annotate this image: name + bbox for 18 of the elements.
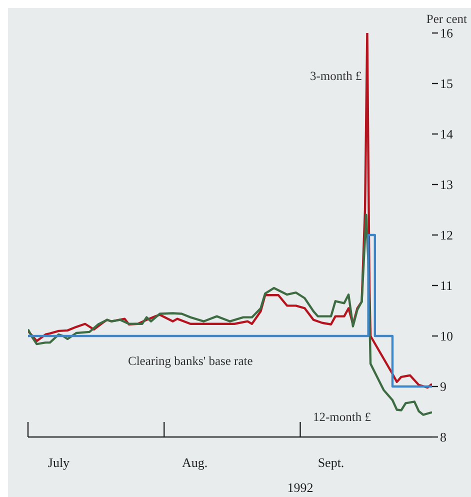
y-tick-label: 16 — [440, 26, 454, 41]
x-tick-label: Sept. — [318, 455, 344, 470]
y-tick-label: 11 — [440, 278, 453, 294]
y-tick-label: 12 — [440, 228, 453, 243]
y-tick-label: 8 — [440, 430, 446, 445]
y-tick-label: 13 — [440, 177, 453, 192]
x-axis-title: 1992 — [287, 480, 314, 495]
y-tick-label: 9 — [440, 379, 446, 394]
line-series — [28, 33, 432, 389]
series-label: 3-month £ — [310, 69, 362, 83]
series-label: Clearing banks' base rate — [128, 354, 254, 368]
x-tick-label: Aug. — [182, 455, 208, 470]
x-tick-label: July — [48, 455, 70, 470]
y-axis-title: Per cent — [426, 12, 468, 26]
series-label: 12-month £ — [313, 410, 371, 424]
y-tick-label: 10 — [440, 328, 453, 344]
y-tick-label: 15 — [440, 76, 453, 92]
y-tick-label: 14 — [440, 126, 454, 142]
